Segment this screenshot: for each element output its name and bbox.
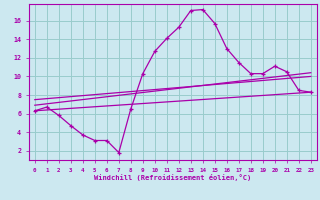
X-axis label: Windchill (Refroidissement éolien,°C): Windchill (Refroidissement éolien,°C) (94, 174, 252, 181)
